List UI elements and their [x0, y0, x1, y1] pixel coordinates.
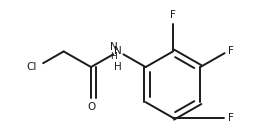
Text: N: N — [115, 46, 122, 56]
Text: F: F — [170, 10, 176, 20]
Text: F: F — [228, 46, 233, 56]
Text: Cl: Cl — [26, 62, 36, 72]
Text: N: N — [110, 42, 117, 52]
Text: H: H — [110, 52, 117, 61]
Text: H: H — [115, 62, 122, 72]
Text: O: O — [87, 102, 95, 112]
Text: F: F — [228, 113, 233, 123]
